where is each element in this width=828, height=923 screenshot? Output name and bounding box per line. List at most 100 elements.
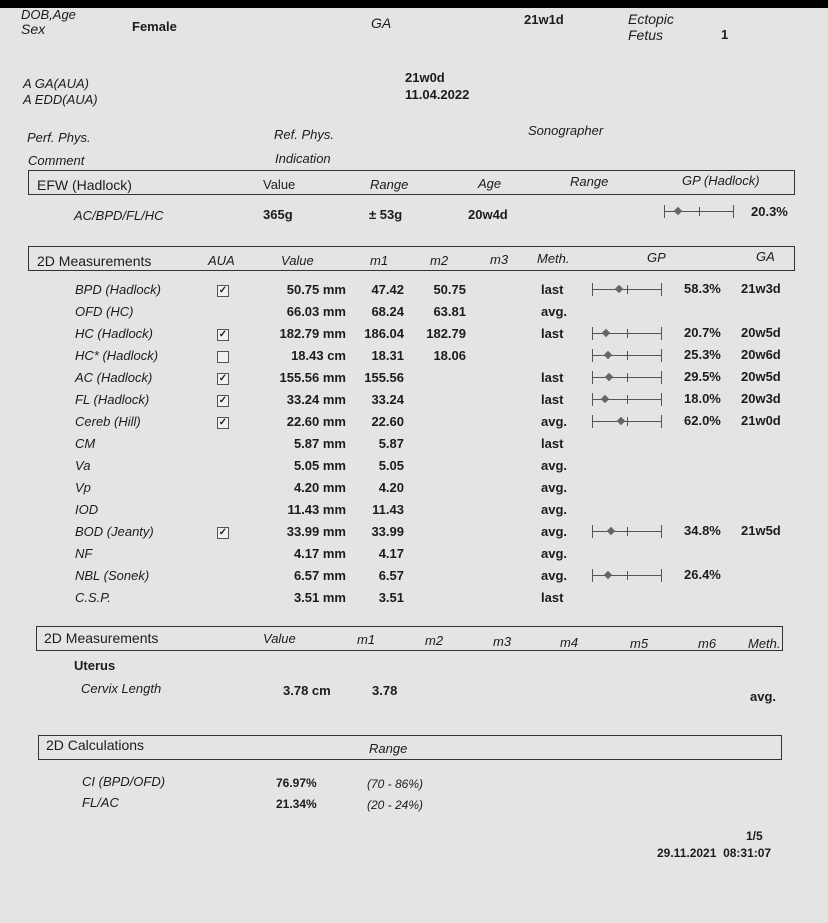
row-name: NBL (Sonek) <box>75 568 150 583</box>
meas-col-m3: m3 <box>490 252 509 267</box>
row-method: last <box>541 326 564 341</box>
row-name: OFD (HC) <box>75 304 134 319</box>
row-m1: 68.24 <box>371 304 404 319</box>
calc-col-range: Range <box>369 741 408 756</box>
dob-label: DOB,Age <box>21 7 76 22</box>
row-name: BPD (Hadlock) <box>75 282 161 297</box>
row-method: avg. <box>541 480 568 495</box>
gp-range-bar <box>592 283 662 296</box>
uterus-col-m6: m6 <box>698 636 717 651</box>
calc-flac-name: FL/AC <box>82 795 119 810</box>
meas-col-ga: GA <box>756 249 775 264</box>
row-m1: 5.05 <box>378 458 404 473</box>
row-method: last <box>541 370 564 385</box>
efw-header-box <box>28 170 795 195</box>
indication-label: Indication <box>275 151 331 166</box>
efw-col-gp: GP (Hadlock) <box>682 173 760 188</box>
efw-col-range2: Range <box>570 174 609 189</box>
print-datetime: 29.11.2021 08:31:07 <box>657 846 772 860</box>
row-value: 5.87 mm <box>293 436 346 451</box>
meas-col-m1: m1 <box>370 253 389 268</box>
row-value: 5.05 mm <box>293 458 346 473</box>
row-m1: 6.57 <box>378 568 404 583</box>
aua-checkbox[interactable]: ✓ <box>217 373 229 385</box>
row-ga: 20w5d <box>741 325 781 340</box>
uterus-header-box <box>36 626 783 651</box>
row-gp: 26.4% <box>684 567 721 582</box>
sex-value: Female <box>132 19 177 34</box>
row-name: AC (Hadlock) <box>75 370 153 385</box>
row-m1: 4.20 <box>378 480 404 495</box>
aua-checkbox[interactable]: ✓ <box>217 527 229 539</box>
efw-col-value: Value <box>263 177 296 192</box>
meas-col-m2: m2 <box>430 253 449 268</box>
aua-checkbox[interactable]: ✓ <box>217 395 229 407</box>
row-name: C.S.P. <box>75 590 111 605</box>
row-gp: 34.8% <box>684 523 721 538</box>
gp-marker <box>603 350 613 360</box>
gp-marker <box>603 570 613 580</box>
row-m1: 3.51 <box>378 590 404 605</box>
row-m1: 5.87 <box>378 436 404 451</box>
row-value: 182.79 mm <box>279 326 347 341</box>
row-method: avg. <box>541 568 568 583</box>
measurements-header-box <box>28 246 795 271</box>
uterus-title: 2D Measurements <box>44 630 159 646</box>
row-m2: 63.81 <box>433 304 466 319</box>
aga-label: A GA(AUA) <box>23 76 89 91</box>
row-name: Va <box>75 458 91 473</box>
uterus-col-meth: Meth. <box>748 636 781 651</box>
ga-label: GA <box>371 15 392 31</box>
calc-ci-value: 76.97% <box>276 776 317 790</box>
row-name: NF <box>75 546 93 561</box>
efw-gp-range-bar <box>664 205 734 218</box>
row-value: 50.75 mm <box>286 282 346 297</box>
row-name: IOD <box>75 502 99 517</box>
row-ga: 20w3d <box>741 391 781 406</box>
row-m1: 47.42 <box>371 282 404 297</box>
fetus-label: Fetus <box>628 27 664 43</box>
row-gp: 62.0% <box>684 413 721 428</box>
meas-title: 2D Measurements <box>37 253 152 269</box>
row-value: 18.43 cm <box>291 348 346 363</box>
efw-col-age: Age <box>478 176 502 191</box>
efw-row-value: 365g <box>263 207 293 222</box>
row-gp: 18.0% <box>684 391 721 406</box>
perf-phys-label: Perf. Phys. <box>27 130 91 145</box>
row-ga: 21w3d <box>741 281 781 296</box>
aua-checkbox[interactable] <box>217 351 229 363</box>
calc-flac-range: (20 - 24%) <box>367 798 424 812</box>
sex-label: Sex <box>21 21 46 37</box>
row-ga: 20w5d <box>741 369 781 384</box>
row-name: HC (Hadlock) <box>75 326 154 341</box>
calc-ci-name: CI (BPD/OFD) <box>82 774 166 789</box>
uterus-col-m2: m2 <box>425 633 444 648</box>
gp-marker <box>601 394 610 404</box>
gp-range-bar <box>592 569 662 582</box>
aedd-label: A EDD(AUA) <box>23 92 98 107</box>
gp-range-bar <box>592 415 662 428</box>
row-m1: 11.43 <box>372 502 404 517</box>
row-ga: 21w5d <box>741 523 781 538</box>
row-m1: 4.17 <box>378 546 404 561</box>
sonographer-label: Sonographer <box>528 123 604 138</box>
aua-checkbox[interactable]: ✓ <box>217 417 229 429</box>
top-dark-band <box>0 0 828 8</box>
meas-col-aua: AUA <box>208 253 235 268</box>
meas-col-value: Value <box>281 253 314 268</box>
cervix-length-m1: 3.78 <box>372 683 398 698</box>
row-m1: 22.60 <box>371 414 404 429</box>
row-name: Vp <box>75 480 91 495</box>
gp-marker <box>615 284 624 294</box>
row-method: avg. <box>541 546 568 561</box>
aua-checkbox[interactable]: ✓ <box>217 329 229 341</box>
aua-checkbox[interactable]: ✓ <box>217 285 229 297</box>
cervix-length-label: Cervix Length <box>81 681 162 696</box>
uterus-group-label: Uterus <box>74 658 116 673</box>
efw-row-age: 20w4d <box>468 207 508 222</box>
row-value: 33.24 mm <box>286 392 346 407</box>
fetus-value: 1 <box>721 27 729 42</box>
gp-marker <box>605 372 614 382</box>
row-value: 155.56 mm <box>279 370 347 385</box>
row-value: 66.03 mm <box>286 304 346 319</box>
